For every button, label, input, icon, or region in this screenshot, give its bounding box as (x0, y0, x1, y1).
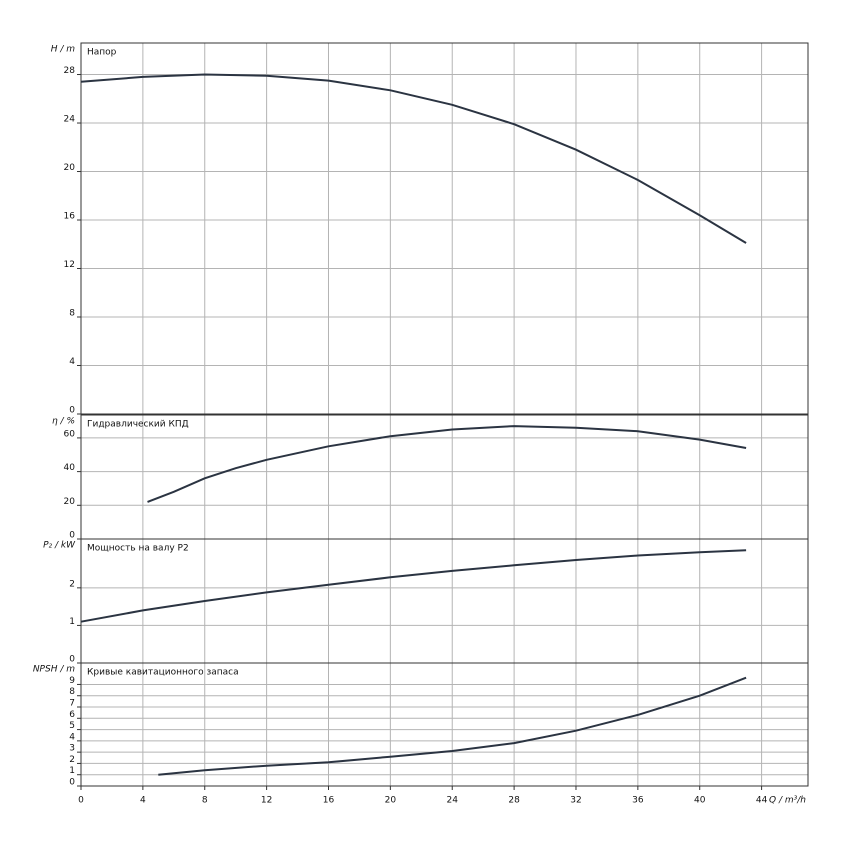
y-tick-label: 4 (69, 732, 75, 742)
y-tick-label: 0 (69, 531, 75, 541)
x-tick-label: 32 (570, 796, 581, 806)
y-tick-label: 8 (69, 687, 75, 697)
plot-frame (80, 42, 809, 415)
y-tick-label: 20 (64, 163, 76, 173)
y-axis-label: NPSH / m (33, 665, 75, 675)
y-tick-label: 24 (64, 115, 76, 125)
curve (158, 676, 747, 776)
y-tick-label: 1 (69, 766, 75, 776)
curve (147, 425, 747, 503)
x-tick-label: 20 (385, 796, 397, 806)
y-tick-label: 12 (64, 260, 75, 270)
x-tick-label: 40 (694, 796, 706, 806)
curve (80, 73, 747, 244)
y-tick-label: 7 (69, 699, 75, 709)
y-tick-label: 16 (64, 212, 76, 222)
y-tick-label: 6 (69, 710, 75, 720)
y-tick-label: 4 (69, 357, 75, 367)
panel-title: Гидравлический КПД (87, 420, 189, 430)
y-tick-label: 5 (69, 721, 75, 731)
x-tick-label: 12 (261, 796, 272, 806)
y-tick-label: 28 (64, 66, 76, 76)
x-tick-label: 4 (140, 796, 146, 806)
y-tick-label: 40 (64, 463, 76, 473)
y-tick-label: 9 (69, 676, 75, 686)
x-tick-label: 36 (632, 796, 644, 806)
y-tick-label: 60 (64, 429, 76, 439)
x-tick-label: 0 (78, 796, 84, 806)
y-tick-label: 20 (64, 497, 76, 507)
y-axis-label: η / % (52, 417, 75, 427)
y-tick-label: 2 (69, 755, 75, 765)
y-tick-label: 1 (69, 617, 75, 627)
panel-title: Мощность на валу P2 (87, 544, 189, 554)
y-tick-label: 0 (69, 655, 75, 665)
y-tick-label: 8 (69, 309, 75, 319)
y-tick-label: 3 (69, 744, 75, 754)
curve (80, 549, 747, 623)
y-tick-label: 2 (69, 579, 75, 589)
plot-frame (80, 414, 809, 540)
x-axis-label: Q / m³/h (769, 796, 806, 806)
plot-frame (80, 662, 809, 787)
y-axis-label: P₂ / kW (43, 541, 76, 551)
y-tick-label: 0 (69, 778, 75, 788)
x-tick-label: 28 (508, 796, 520, 806)
plot-frame (80, 538, 809, 664)
y-axis-label: H / m (51, 45, 76, 55)
panel-title: Кривые кавитационного запаса (87, 668, 239, 678)
y-tick-label: 0 (69, 406, 75, 416)
x-tick-label: 8 (202, 796, 208, 806)
panel-title: Напор (87, 48, 117, 58)
x-tick-label: 16 (323, 796, 335, 806)
x-tick-label: 44 (756, 796, 768, 806)
x-tick-label: 24 (447, 796, 459, 806)
